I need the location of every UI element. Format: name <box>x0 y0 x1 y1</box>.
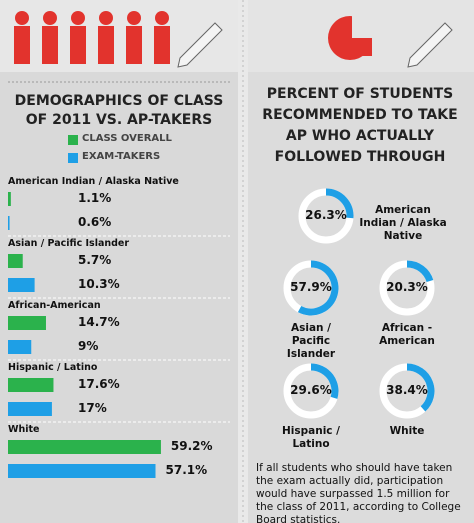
category-label: African-American <box>8 300 101 311</box>
bar <box>8 316 46 330</box>
value-label: 29.6% <box>290 383 332 397</box>
category-label: Hispanic / Latino <box>8 362 98 373</box>
bar <box>8 340 32 354</box>
value-label: 14.7% <box>78 315 120 329</box>
donut-arc <box>325 188 354 219</box>
header-left <box>0 0 238 72</box>
right-panel <box>248 0 474 523</box>
bar <box>8 216 10 230</box>
bar <box>8 192 11 206</box>
bar <box>8 402 52 416</box>
donut-arc <box>406 363 435 412</box>
category-label: White <box>389 425 425 437</box>
legend-swatch <box>68 135 78 145</box>
donut-arc <box>406 260 434 283</box>
value-label: 20.3% <box>386 280 428 294</box>
value-label: 57.9% <box>290 280 332 294</box>
people-icons <box>14 11 170 64</box>
value-label: 9% <box>78 339 99 353</box>
value-label: 0.6% <box>78 215 112 229</box>
donut-arc <box>297 260 339 316</box>
category-label: American Indian / Alaska Native <box>359 204 447 242</box>
category-label: Asian / Pacific Islander <box>8 238 130 249</box>
value-label: 17.6% <box>78 377 120 391</box>
bar <box>8 254 23 268</box>
legend-swatch <box>68 153 78 163</box>
bar <box>8 278 35 292</box>
value-label: 10.3% <box>78 277 120 291</box>
value-label: 5.7% <box>78 253 112 267</box>
legend-label: CLASS OVERALL <box>82 133 172 144</box>
bar <box>8 440 161 454</box>
note: If all students who should have taken th… <box>256 462 461 523</box>
donut-arc <box>310 363 339 399</box>
donut-title: PERCENT OF STUDENTS RECOMMENDED TO TAKE … <box>262 86 458 165</box>
category-label: African -American <box>379 322 435 347</box>
value-label: 1.1% <box>78 191 112 205</box>
bar <box>8 378 54 392</box>
value-label: 26.3% <box>305 208 347 222</box>
left-panel <box>0 0 238 523</box>
pencil-icon <box>407 22 453 68</box>
pie-icon <box>328 14 376 60</box>
legend-label: EXAM-TAKERS <box>82 151 161 162</box>
category-label: Asian / Pacific Islander <box>286 322 336 360</box>
category-label: American Indian / Alaska Native <box>8 176 179 187</box>
value-label: 38.4% <box>386 383 428 397</box>
value-label: 57.1% <box>165 463 208 477</box>
bar-title: DEMOGRAPHICS OF CLASS OF 2011 VS. AP-TAK… <box>14 93 224 128</box>
bar <box>8 464 156 478</box>
category-label: Hispanic / Latino <box>281 425 341 450</box>
category-label: White <box>8 424 40 435</box>
pencil-icon <box>177 22 223 68</box>
value-label: 59.2% <box>170 439 213 453</box>
value-label: 17% <box>78 401 107 415</box>
